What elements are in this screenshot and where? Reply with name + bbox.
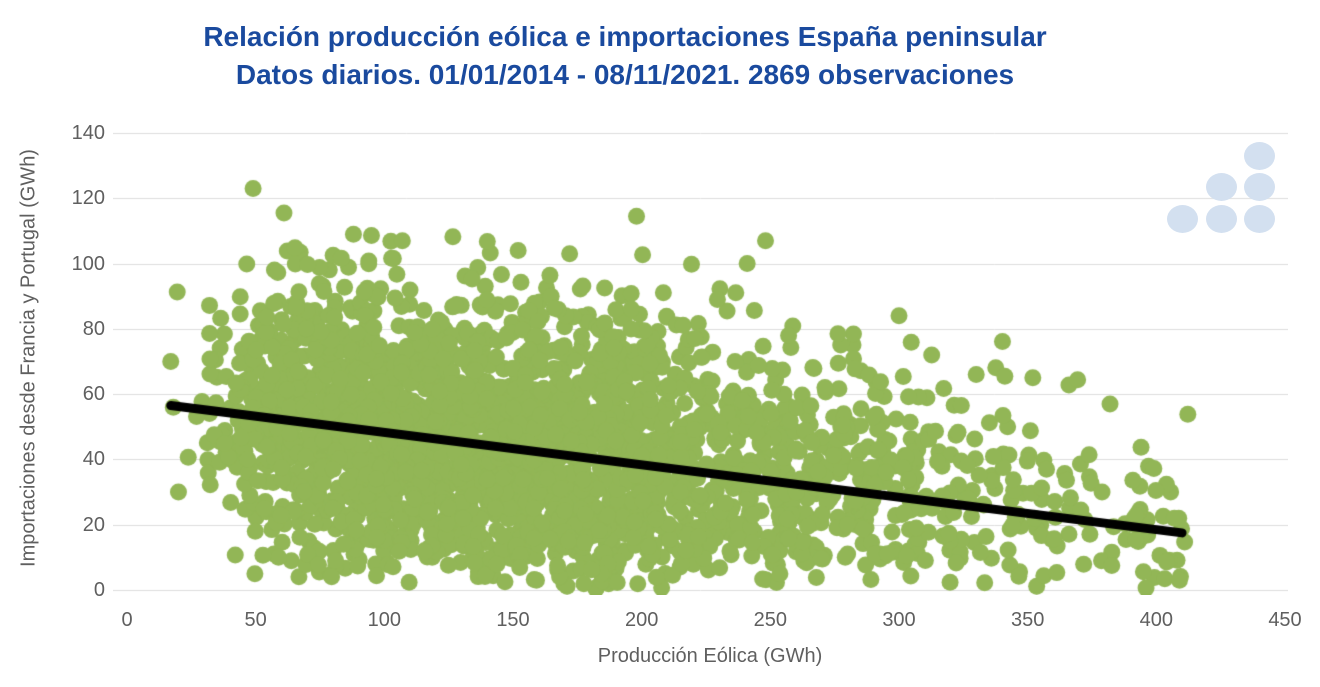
y-tick-label: 20 xyxy=(82,513,105,536)
logo-dot xyxy=(1244,205,1275,233)
x-tick-label: 450 xyxy=(1268,609,1302,631)
y-tick-label: 60 xyxy=(82,383,105,406)
logo-dot xyxy=(1244,142,1275,170)
logo-dot xyxy=(1167,205,1198,233)
chart-title-line1: Relación producción eólica e importacion… xyxy=(203,21,1047,52)
x-tick-label: 0 xyxy=(121,609,133,631)
y-tick-label: 40 xyxy=(82,448,105,471)
y-tick-label: 120 xyxy=(71,187,105,210)
x-tick-label: 300 xyxy=(882,609,916,631)
logo-dot xyxy=(1206,173,1237,201)
x-tick-label: 400 xyxy=(1139,609,1174,631)
y-axis-title: Importaciones desde Francia y Portugal (… xyxy=(17,149,40,567)
chart-title-line2: Datos diarios. 01/01/2014 - 08/11/2021. … xyxy=(235,59,1015,90)
x-tick-label: 150 xyxy=(496,609,530,631)
x-axis-title: Producción Eólica (GWh) xyxy=(597,645,823,667)
x-tick-label: 250 xyxy=(753,609,788,631)
y-tick-label: 140 xyxy=(71,122,105,144)
y-tick-label: 0 xyxy=(93,579,105,601)
x-tick-label: 350 xyxy=(1010,609,1045,631)
brand-logo xyxy=(1167,141,1277,235)
y-tick-label: 100 xyxy=(71,252,105,275)
logo-dot xyxy=(1244,173,1275,201)
x-tick-label: 50 xyxy=(244,609,267,631)
logo-dot xyxy=(1206,205,1237,233)
x-tick-label: 100 xyxy=(367,609,402,631)
y-tick-label: 80 xyxy=(82,317,105,340)
plot-area-canvas xyxy=(113,125,1288,595)
x-tick-label: 200 xyxy=(624,609,659,631)
chart-title: Relación producción eólica e importacion… xyxy=(0,18,1250,94)
